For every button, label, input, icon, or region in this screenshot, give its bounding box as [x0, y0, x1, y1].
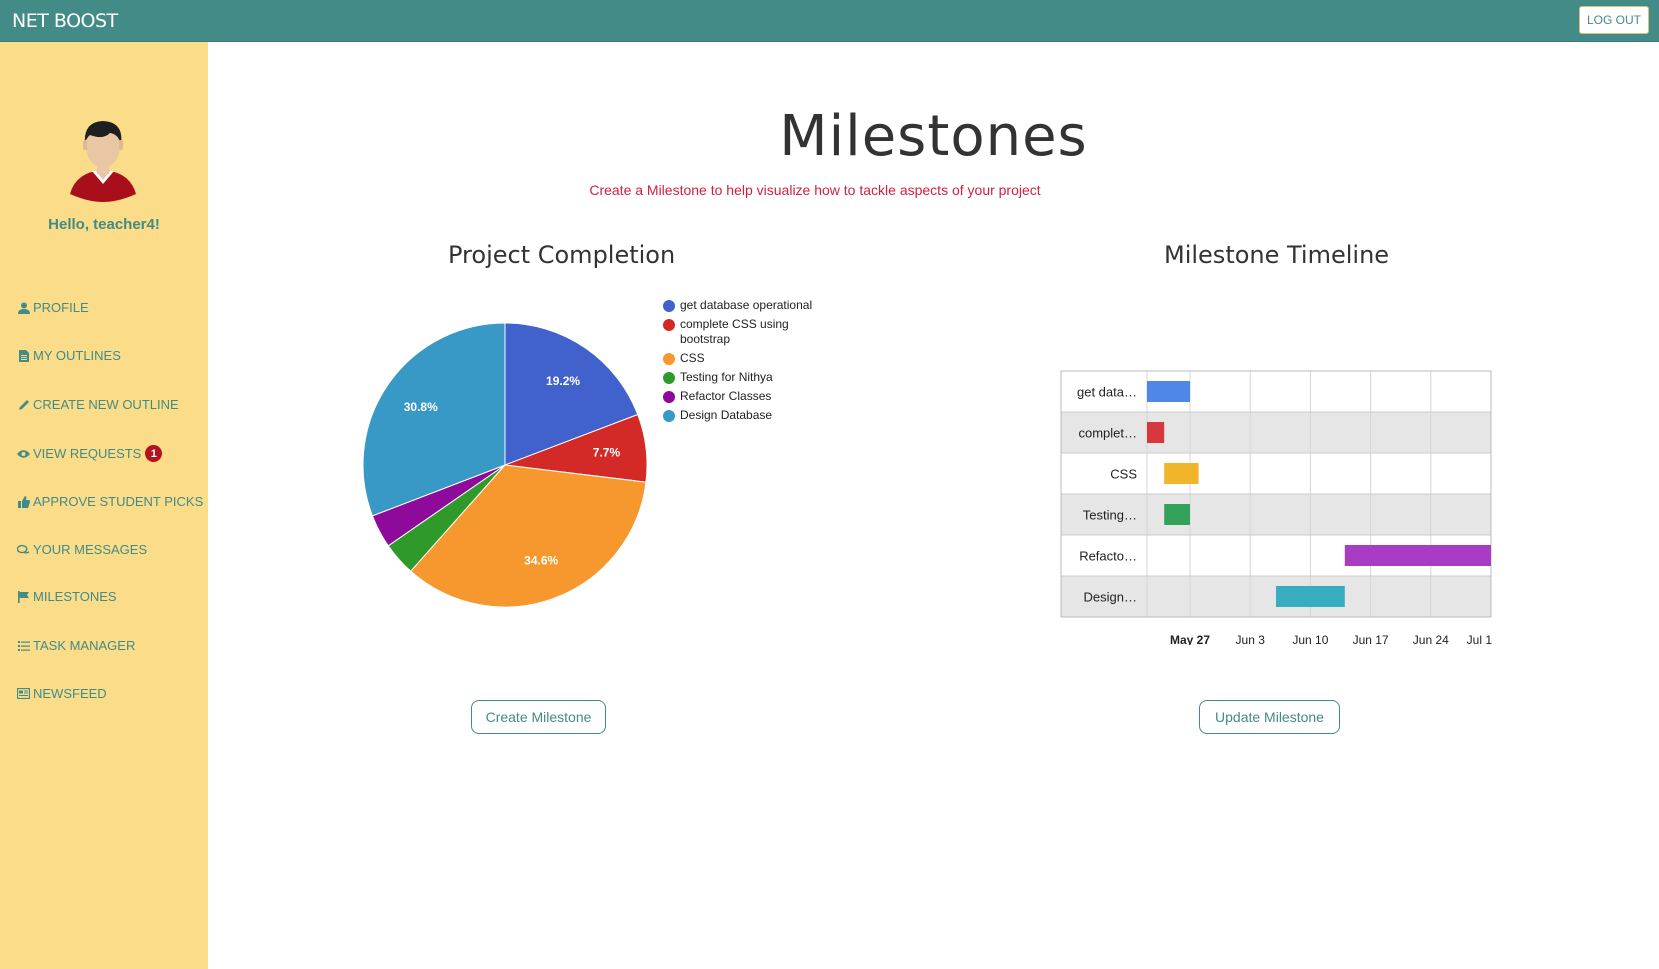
timeline-bar[interactable] [1147, 381, 1190, 402]
sidebar-item-label: CREATE NEW OUTLINE [33, 397, 179, 412]
timeline-row-bg [1061, 412, 1491, 453]
sidebar-item-view-requests[interactable]: VIEW REQUESTS 1 [17, 445, 163, 462]
timeline-row-bg [1061, 494, 1491, 535]
legend-swatch [663, 319, 675, 331]
sidebar-item-my-outlines[interactable]: MY OUTLINES [17, 348, 121, 363]
sidebar-item-your-messages[interactable]: YOUR MESSAGES [17, 542, 147, 557]
timeline-bar[interactable] [1164, 463, 1199, 484]
legend-label: complete CSS using bootstrap [680, 317, 789, 346]
sidebar-item-label: TASK MANAGER [33, 638, 136, 653]
eye-icon [17, 447, 30, 460]
sidebar-item-label: MILESTONES [33, 589, 117, 604]
brand-logo[interactable]: NET BOOST [12, 10, 118, 32]
avatar-illustration [70, 121, 136, 202]
timeline-row-label: Testing… [1083, 508, 1137, 523]
chat-icon [17, 543, 30, 556]
document-icon [17, 349, 30, 362]
timeline-bar[interactable] [1147, 422, 1165, 443]
flag-icon [17, 590, 30, 603]
legend-swatch [663, 353, 675, 365]
legend-item[interactable]: CSS [663, 351, 833, 366]
sidebar-item-label: PROFILE [33, 300, 89, 315]
pie-data-label: 34.6% [524, 554, 558, 568]
legend-item[interactable]: get database operational [663, 298, 833, 313]
page-title: Milestones [779, 104, 1088, 169]
legend-label: Testing for Nithya [680, 370, 773, 384]
pie-data-label: 30.8% [404, 400, 438, 414]
legend-swatch [663, 410, 675, 422]
sidebar-item-label: VIEW REQUESTS [33, 446, 142, 461]
timeline-chart-title: Milestone Timeline [1164, 241, 1390, 269]
timeline-border [1060, 370, 1492, 618]
sidebar-item-newsfeed[interactable]: NEWSFEED [17, 686, 107, 701]
timeline-bar[interactable] [1276, 586, 1345, 607]
timeline-row-label: complet… [1078, 426, 1137, 441]
pencil-icon [17, 398, 30, 411]
sidebar-item-label: APPROVE STUDENT PICKS [33, 494, 204, 509]
legend-label: Refactor Classes [680, 389, 772, 403]
greeting: Hello, teacher4! [48, 216, 160, 233]
legend-item[interactable]: complete CSS using bootstrap [663, 317, 833, 347]
timeline-row-label: Design… [1084, 590, 1137, 605]
top-navbar: NET BOOST LOG OUT [0, 0, 1659, 42]
avatar [68, 114, 138, 209]
requests-count-badge: 1 [145, 445, 163, 462]
pie-slice[interactable] [504, 322, 639, 466]
newspaper-icon [17, 687, 30, 700]
sidebar-item-profile[interactable]: PROFILE [17, 300, 89, 315]
pie-slice[interactable] [362, 322, 506, 517]
update-milestone-button[interactable]: Update Milestone [1199, 700, 1340, 734]
create-milestone-button[interactable]: Create Milestone [471, 700, 606, 734]
sidebar-item-approve-student-picks[interactable]: APPROVE STUDENT PICKS [17, 494, 203, 509]
pie-chart-title: Project Completion [448, 241, 676, 269]
user-icon [17, 301, 30, 314]
sidebar-item-label: YOUR MESSAGES [33, 542, 148, 557]
legend-label: CSS [680, 351, 705, 365]
timeline-bar[interactable] [1164, 504, 1190, 525]
timeline-row-label: Refacto… [1079, 549, 1137, 564]
legend-item[interactable]: Refactor Classes [663, 389, 833, 404]
timeline-bar[interactable] [1344, 545, 1491, 566]
legend-label: get database operational [680, 298, 813, 312]
timeline-tick-label: May 27 [1170, 633, 1210, 645]
timeline-tick-label: Jun 10 [1292, 633, 1328, 645]
pie-chart: 19.2% 7.7% 34.6% 30.8% [362, 322, 648, 608]
timeline-tick-label: Jul 1 [1467, 633, 1493, 645]
timeline-row-bg [1061, 453, 1491, 494]
timeline-tick-label: Jun 3 [1236, 633, 1266, 645]
legend-swatch [663, 372, 675, 384]
pie-legend: get database operational complete CSS usi… [663, 298, 833, 427]
legend-swatch [663, 300, 675, 312]
legend-swatch [663, 391, 675, 403]
thumbs-up-icon [17, 495, 30, 508]
timeline-tick-label: Jun 17 [1353, 633, 1389, 645]
sidebar-item-label: NEWSFEED [33, 686, 107, 701]
legend-item[interactable]: Design Database [663, 408, 833, 423]
timeline-row-label: CSS [1110, 467, 1137, 482]
page-subtitle: Create a Milestone to help visualize how… [589, 182, 1041, 198]
pie-slice[interactable] [409, 464, 647, 608]
timeline-chart: get data… complet… CSS Testing… Refacto… Desi… [1060, 370, 1493, 645]
sidebar-item-label: MY OUTLINES [33, 348, 121, 363]
task-list-icon [17, 639, 30, 652]
timeline-tick-label: Jun 24 [1413, 633, 1449, 645]
timeline-row-label: get data… [1077, 385, 1137, 400]
sidebar: Hello, teacher4! PROFILE MY OUTLINES CRE… [0, 42, 208, 969]
pie-data-label: 7.7% [593, 446, 621, 460]
sidebar-item-milestones[interactable]: MILESTONES [17, 589, 117, 604]
legend-label: Design Database [680, 408, 773, 422]
sidebar-item-create-new-outline[interactable]: CREATE NEW OUTLINE [17, 397, 179, 412]
timeline-row-bg [1061, 371, 1491, 412]
sidebar-item-task-manager[interactable]: TASK MANAGER [17, 638, 135, 653]
legend-item[interactable]: Testing for Nithya [663, 370, 833, 385]
logout-button[interactable]: LOG OUT [1579, 6, 1649, 34]
pie-data-label: 19.2% [546, 374, 580, 388]
